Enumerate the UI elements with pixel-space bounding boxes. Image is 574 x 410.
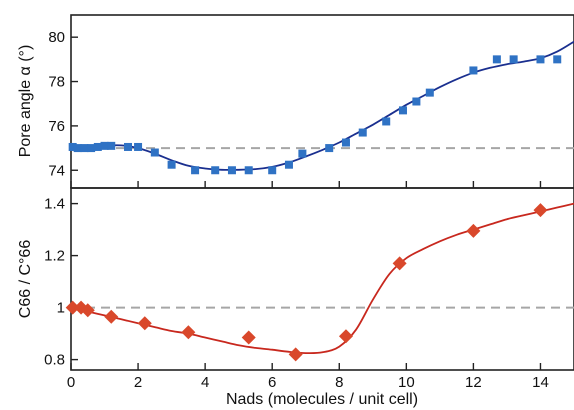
pore-angle-point [425, 88, 434, 97]
pore-angle-point [284, 160, 293, 169]
top-y-tick-label: 80 [48, 29, 65, 46]
pore-angle-point [191, 166, 200, 175]
c66-ratio-point [181, 325, 196, 340]
top-panel: 74 76 78 80 Pore angle α (°) [17, 14, 574, 189]
c66-ratio-point [533, 203, 548, 218]
c66-ratio-point [466, 223, 481, 238]
x-tick-label: 14 [532, 374, 549, 391]
pore-angle-point [211, 166, 220, 175]
pore-angle-point [150, 148, 159, 157]
pore-angle-point [167, 160, 176, 169]
pore-angle-point [124, 142, 133, 151]
pore-angle-point [358, 128, 367, 137]
bottom-y-tick-label: 0.8 [44, 352, 65, 369]
bottom-plot-frame [70, 187, 574, 371]
c66-ratio-point [288, 347, 303, 362]
pore-angle-point [68, 142, 77, 151]
pore-angle-point [107, 141, 116, 150]
x-tick-label: 8 [335, 374, 343, 391]
c66-ratio-point [80, 303, 95, 318]
x-tick-label: 2 [134, 374, 142, 391]
pore-angle-point [412, 97, 421, 106]
top-y-tick-label: 78 [48, 74, 65, 91]
pore-angle-point [100, 141, 109, 150]
pore-angle-point [227, 166, 236, 175]
x-tick-label: 10 [398, 374, 415, 391]
pore-angle-point [244, 166, 253, 175]
bottom-y-axis-label: C66 / C°66 [17, 240, 34, 319]
c66-ratio-point [65, 300, 80, 315]
pore-angle-point [134, 142, 143, 151]
c66-ratio-point [137, 316, 152, 331]
bottom-panel: 0.8 1 1.2 1.4 0 2 4 6 8 10 12 14 C66 / C°66 Nads (m… [17, 187, 574, 408]
top-y-tick-label: 76 [48, 118, 65, 135]
pore-angle-point [553, 55, 562, 64]
top-y-axis-label: Pore angle α (°) [17, 45, 34, 158]
pore-angle-point [382, 117, 391, 126]
pore-angle-point [87, 144, 96, 153]
x-tick-label: 12 [465, 374, 482, 391]
bottom-y-tick-label: 1.2 [44, 248, 65, 265]
pore-angle-point [268, 166, 277, 175]
x-tick-label: 4 [201, 374, 209, 391]
c66-ratio-point [104, 309, 119, 324]
bottom-fit-curve [70, 202, 574, 355]
pore-angle-point [509, 55, 518, 64]
pore-angle-point [536, 55, 545, 64]
pore-angle-point [93, 142, 102, 151]
top-y-tick-label: 74 [48, 162, 65, 179]
x-tick-label: 6 [268, 374, 276, 391]
pore-angle-point [298, 149, 307, 158]
pore-angle-point [325, 144, 334, 153]
x-axis-label: Nads (molecules / unit cell) [226, 391, 418, 408]
bottom-y-tick-label: 1 [57, 300, 65, 317]
pore-angle-point [80, 144, 89, 153]
x-tick-label: 0 [67, 374, 75, 391]
c66-ratio-point [338, 329, 353, 344]
top-plot-frame [70, 14, 574, 189]
pore-angle-point [492, 55, 501, 64]
c66-ratio-point [392, 256, 407, 271]
pore-angle-point [73, 144, 82, 153]
pore-angle-point [469, 66, 478, 75]
pore-angle-point [398, 106, 407, 115]
pore-angle-point [341, 138, 350, 147]
bottom-y-tick-label: 1.4 [44, 196, 65, 213]
c66-ratio-point [241, 330, 256, 345]
